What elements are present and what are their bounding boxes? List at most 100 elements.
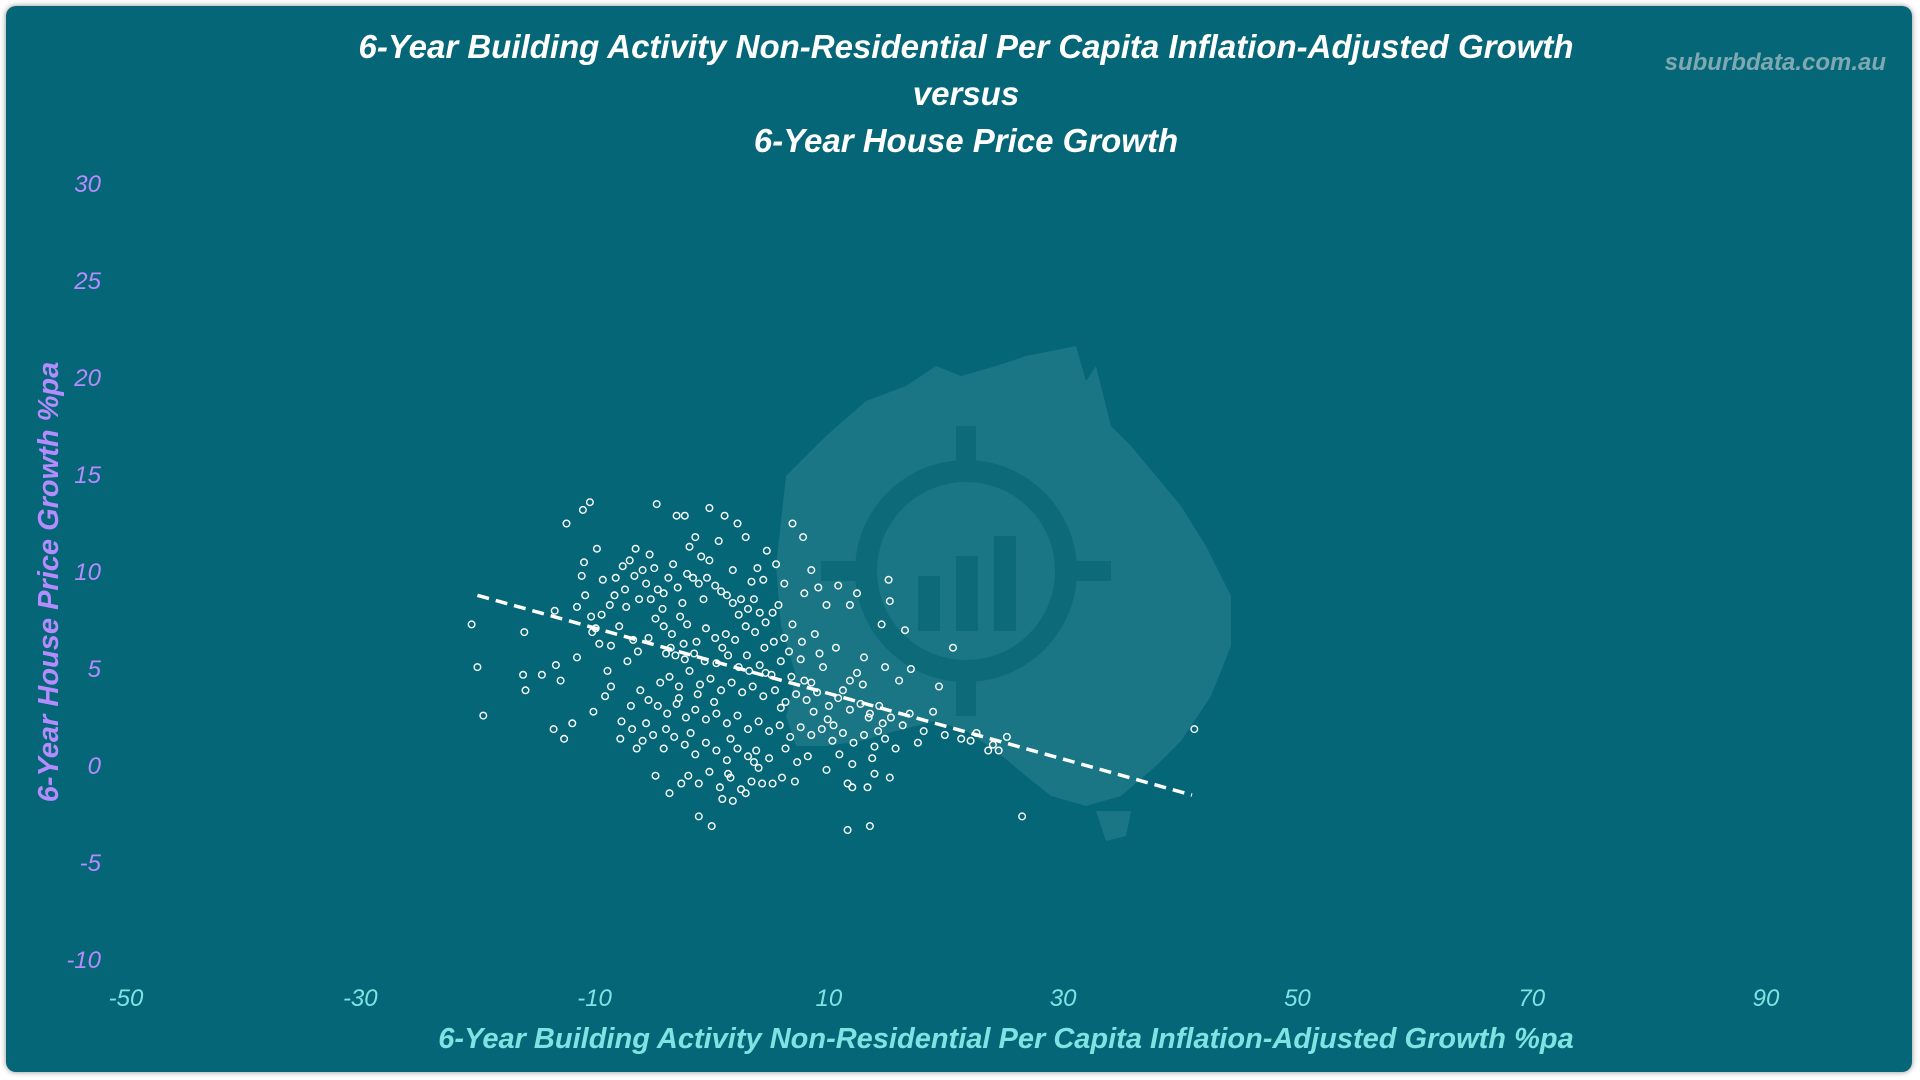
data-point	[653, 701, 662, 710]
y-tick-label: 5	[88, 656, 102, 683]
data-point	[848, 783, 857, 792]
data-point	[677, 779, 686, 788]
data-point	[722, 719, 731, 728]
data-point	[905, 709, 914, 718]
data-point	[685, 542, 694, 551]
data-point	[797, 637, 806, 646]
data-point	[616, 734, 625, 743]
y-tick-label: 15	[74, 462, 101, 489]
data-point	[817, 725, 826, 734]
data-point	[966, 736, 975, 745]
data-point	[881, 663, 890, 672]
data-point	[863, 783, 872, 792]
data-point	[652, 500, 661, 509]
data-point	[700, 657, 709, 666]
data-point	[824, 701, 833, 710]
x-axis-ticks: -50 -30 -10 10 30 50 70 90	[109, 985, 1780, 1012]
data-point	[598, 575, 607, 584]
data-point	[747, 777, 756, 786]
data-point	[703, 573, 712, 582]
data-point	[829, 721, 838, 730]
data-point	[742, 651, 751, 660]
data-point	[752, 746, 761, 755]
x-tick-label: -10	[577, 985, 612, 1012]
watermark: suburbdata.com.au	[1665, 49, 1887, 76]
data-point	[929, 707, 938, 716]
data-point	[787, 672, 796, 681]
data-point	[809, 707, 818, 716]
data-point	[711, 634, 720, 643]
data-point	[694, 779, 703, 788]
data-point	[580, 558, 589, 567]
data-point	[745, 666, 754, 675]
data-point	[898, 721, 907, 730]
data-point	[669, 560, 678, 569]
data-point	[802, 696, 811, 705]
logo-crosshair-left	[821, 561, 876, 581]
data-point	[650, 564, 659, 573]
data-point	[628, 725, 637, 734]
data-point	[659, 589, 668, 598]
data-point	[667, 630, 676, 639]
data-point	[699, 595, 708, 604]
data-point	[780, 579, 789, 588]
data-point	[891, 744, 900, 753]
data-point	[878, 719, 887, 728]
data-point	[778, 773, 787, 782]
y-tick-label: 25	[73, 268, 101, 295]
data-point	[761, 618, 770, 627]
australia-map-target-chart-icon	[776, 346, 1231, 841]
data-point	[662, 725, 671, 734]
data-point	[741, 622, 750, 631]
data-point	[592, 544, 601, 553]
data-point	[694, 812, 703, 821]
data-point	[957, 734, 966, 743]
data-point	[759, 575, 768, 584]
data-point	[721, 630, 730, 639]
data-point	[722, 756, 731, 765]
data-point	[537, 670, 546, 679]
data-point	[858, 680, 867, 689]
y-tick-label: -5	[80, 850, 102, 877]
data-point	[626, 701, 635, 710]
data-point	[549, 725, 558, 734]
data-point	[895, 676, 904, 685]
data-point	[632, 744, 641, 753]
data-point	[588, 628, 597, 637]
data-point	[720, 511, 729, 520]
data-point	[984, 746, 993, 755]
data-point	[754, 763, 763, 772]
logo-bar-3	[994, 536, 1016, 631]
data-point	[737, 595, 746, 604]
data-point	[581, 591, 590, 600]
data-point	[860, 731, 869, 740]
data-point	[711, 581, 720, 590]
y-tick-label: -10	[66, 947, 101, 974]
data-point	[701, 715, 710, 724]
data-point	[775, 721, 784, 730]
data-point	[726, 734, 735, 743]
data-point	[913, 738, 922, 747]
data-point	[819, 663, 828, 672]
data-point	[728, 796, 737, 805]
data-point	[611, 573, 620, 582]
data-point	[697, 552, 706, 561]
data-point	[625, 556, 634, 565]
data-point	[663, 709, 672, 718]
data-point	[771, 686, 780, 695]
data-point	[807, 566, 816, 575]
data-point	[734, 663, 743, 672]
trendline	[476, 593, 1193, 797]
data-point	[807, 731, 816, 740]
data-point	[822, 601, 831, 610]
data-point	[935, 682, 944, 691]
data-point	[556, 676, 565, 685]
x-tick-label: 10	[816, 985, 843, 1012]
y-axis-title: 6-Year House Price Growth %pa	[33, 362, 65, 803]
data-point	[799, 533, 808, 542]
data-point	[843, 826, 852, 835]
data-point	[603, 666, 612, 675]
data-point	[848, 760, 857, 769]
logo-crosshair-right	[1056, 561, 1111, 581]
x-tick-label: 90	[1753, 985, 1780, 1012]
